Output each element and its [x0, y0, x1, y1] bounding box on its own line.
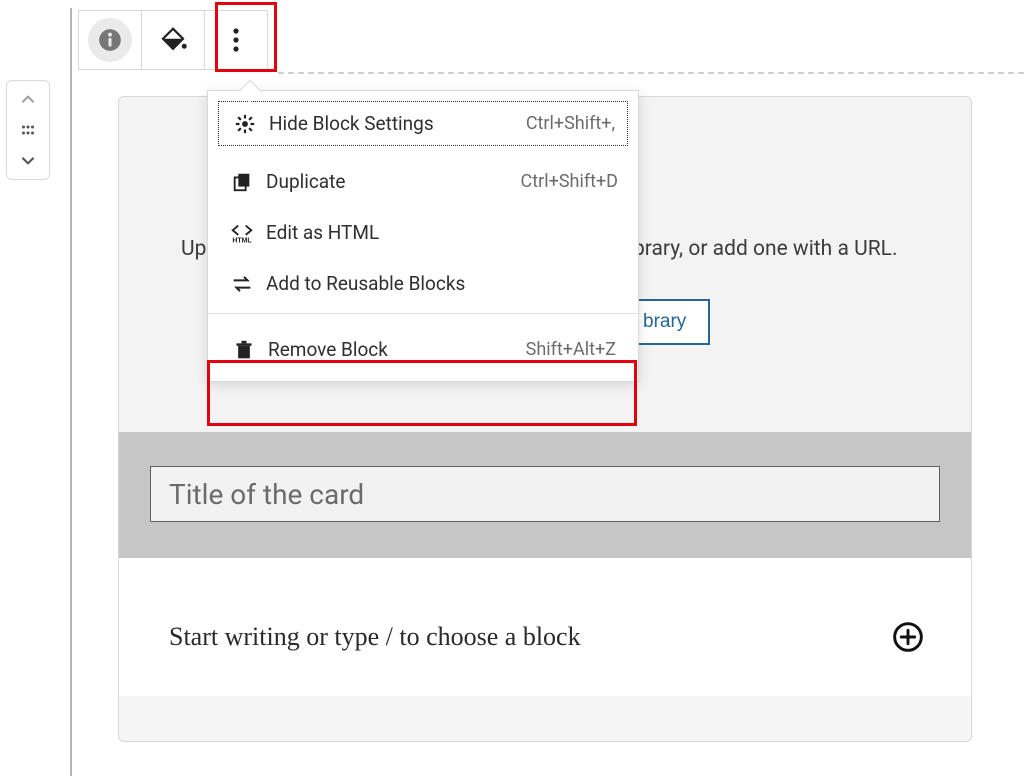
duplicate-icon	[228, 171, 256, 193]
card-title-input[interactable]: Title of the card	[150, 466, 940, 522]
gear-icon	[231, 113, 259, 135]
add-block-button[interactable]	[889, 618, 927, 656]
reusable-icon	[228, 273, 256, 295]
info-icon	[88, 18, 132, 62]
menu-label: Hide Block Settings	[269, 112, 526, 135]
left-rule	[70, 8, 72, 776]
menu-label: Duplicate	[266, 170, 521, 193]
trash-icon	[230, 339, 258, 361]
card-title-placeholder: Title of the card	[169, 478, 364, 511]
menu-shortcut: Shift+Alt+Z	[526, 339, 616, 360]
menu-label: Edit as HTML	[266, 221, 618, 244]
move-up-button[interactable]	[10, 85, 46, 115]
menu-item-hide-settings[interactable]: Hide Block Settings Ctrl+Shift+,	[218, 101, 628, 146]
menu-separator	[208, 313, 638, 314]
plus-circle-icon	[892, 621, 924, 653]
block-movers	[6, 80, 50, 180]
paragraph-area: Start writing or type / to choose a bloc…	[119, 558, 971, 696]
menu-shortcut: Ctrl+Shift+,	[526, 113, 615, 134]
html-icon: HTML	[228, 222, 256, 244]
block-info-button[interactable]	[78, 10, 142, 70]
fill-icon	[158, 25, 188, 55]
toolbar-divider	[278, 72, 1024, 74]
more-icon	[224, 26, 248, 54]
move-down-button[interactable]	[10, 145, 46, 175]
menu-label: Remove Block	[268, 338, 526, 361]
menu-label: Add to Reusable Blocks	[266, 272, 618, 295]
more-options-button[interactable]	[204, 10, 268, 70]
drag-icon	[19, 121, 37, 139]
menu-shortcut: Ctrl+Shift+D	[521, 171, 618, 192]
svg-text:HTML: HTML	[232, 237, 252, 244]
chevron-down-icon	[18, 150, 38, 170]
menu-item-duplicate[interactable]: Duplicate Ctrl+Shift+D	[208, 156, 638, 207]
menu-item-remove[interactable]: Remove Block Shift+Alt+Z	[208, 318, 638, 381]
paragraph-placeholder[interactable]: Start writing or type / to choose a bloc…	[169, 622, 581, 652]
drag-handle[interactable]	[10, 115, 46, 145]
menu-pointer	[239, 80, 262, 103]
block-toolbar	[78, 10, 268, 70]
block-options-menu: Hide Block Settings Ctrl+Shift+, Duplica…	[207, 90, 639, 382]
chevron-up-icon	[18, 90, 38, 110]
fill-button[interactable]	[141, 10, 205, 70]
title-band: Title of the card	[119, 432, 971, 558]
menu-item-reusable[interactable]: Add to Reusable Blocks	[208, 258, 638, 309]
menu-item-edit-html[interactable]: HTML Edit as HTML	[208, 207, 638, 258]
